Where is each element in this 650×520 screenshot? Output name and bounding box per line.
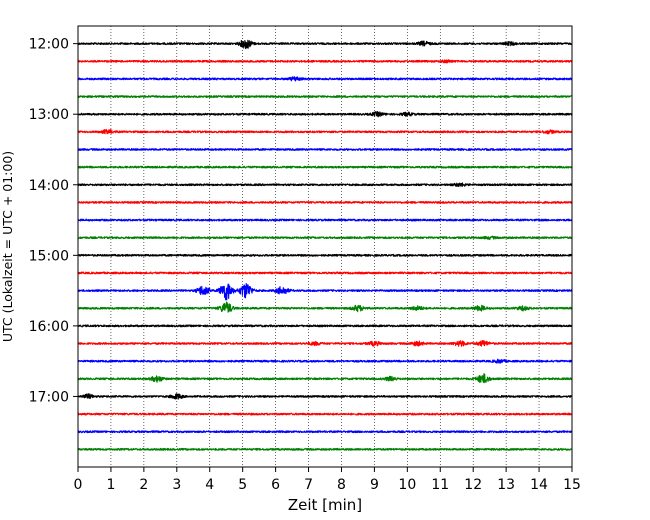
y-tick-label: 16:00 xyxy=(29,319,69,335)
y-axis-label: UTC (Lokalzeit = UTC + 01:00) xyxy=(0,151,15,342)
trace-1615 xyxy=(77,340,573,347)
trace-1745 xyxy=(77,447,573,451)
trace-1445 xyxy=(77,235,573,240)
x-tick-label: 11 xyxy=(431,477,449,493)
x-tick-label: 6 xyxy=(271,477,280,493)
trace-1200 xyxy=(77,39,573,50)
trace-1730 xyxy=(77,430,573,434)
x-tick-label: 14 xyxy=(530,477,548,493)
trace-1415 xyxy=(77,200,573,204)
trace-1645 xyxy=(77,373,573,384)
x-tick-label: 2 xyxy=(139,477,148,493)
trace-1230 xyxy=(77,76,573,82)
trace-1545 xyxy=(77,301,573,313)
trace-1530 xyxy=(77,283,573,301)
x-tick-label: 7 xyxy=(304,477,313,493)
trace-1315 xyxy=(77,128,573,135)
x-tick-label: 4 xyxy=(205,477,214,493)
y-tick-label: 15:00 xyxy=(29,248,69,264)
traces xyxy=(77,39,573,451)
x-tick-label: 3 xyxy=(172,477,181,493)
x-tick-label: 1 xyxy=(106,477,115,493)
trace-1430 xyxy=(77,218,573,222)
x-tick-label: 15 xyxy=(563,477,581,493)
trace-1245 xyxy=(77,95,573,99)
trace-1630 xyxy=(77,358,573,364)
y-tick-label: 14:00 xyxy=(29,178,69,194)
y-tick-label: 13:00 xyxy=(29,107,69,123)
trace-1700 xyxy=(77,393,573,400)
plot-frame xyxy=(77,25,573,468)
trace-1300 xyxy=(77,110,573,118)
trace-1345 xyxy=(77,165,573,169)
trace-1215 xyxy=(77,59,573,64)
x-tick-label: 10 xyxy=(398,477,416,493)
trace-1500 xyxy=(77,253,573,257)
trace-1515 xyxy=(77,271,573,275)
trace-1600 xyxy=(77,324,573,328)
x-tick-label: 12 xyxy=(464,477,482,493)
x-tick-label: 9 xyxy=(370,477,379,493)
x-axis-label: Zeit [min] xyxy=(288,496,362,514)
y-tick-label: 12:00 xyxy=(29,37,69,53)
ticks: 0 1 2 3 4 5 6 7 8 9 10 11 12 13 14 1512:0013:0014:0015:… xyxy=(29,37,581,493)
trace-1400 xyxy=(77,182,573,188)
trace-1330 xyxy=(77,148,573,151)
x-tick-label: 0 xyxy=(74,477,83,493)
x-tick-label: 5 xyxy=(238,477,247,493)
trace-1715 xyxy=(77,412,573,416)
grid xyxy=(110,26,540,467)
x-tick-label: 8 xyxy=(337,477,346,493)
y-tick-label: 17:00 xyxy=(29,389,69,405)
x-tick-label: 13 xyxy=(497,477,515,493)
